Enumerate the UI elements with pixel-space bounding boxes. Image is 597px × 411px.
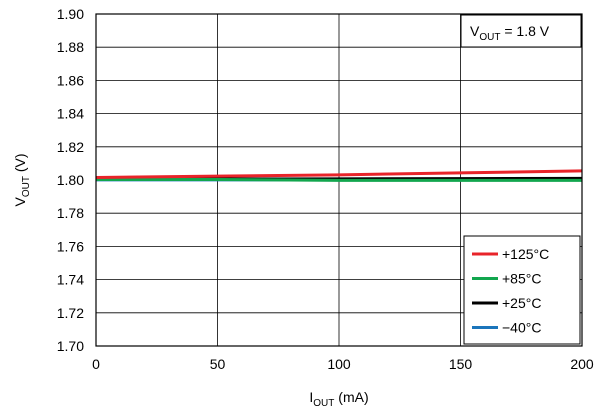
y-tick-label: 1.80: [57, 172, 84, 188]
y-axis-label-sub: OUT: [21, 176, 32, 197]
x-axis-label-rest: (mA): [334, 389, 368, 405]
plot-frame: [95, 13, 583, 347]
y-tick-label: 1.74: [57, 272, 84, 288]
annotation-box: VOUT = 1.8 V: [460, 14, 582, 48]
tick-labels: 0 50 100 150 200 1.70 1.72 1.74 1.76 1.78 1.80 1.82…: [57, 6, 594, 372]
y-tick-label: 1.70: [57, 338, 84, 354]
y-axis-label-rest: (V): [12, 153, 28, 176]
legend-label: −40°C: [502, 320, 541, 336]
y-tick-label: 1.84: [57, 106, 84, 122]
y-tick-label: 1.72: [57, 305, 84, 321]
annotation-rest: = 1.8 V: [500, 23, 549, 39]
x-tick-label: 0: [92, 356, 100, 372]
legend: +125°C +85°C +25°C −40°C: [463, 235, 581, 345]
x-tick-label: 50: [210, 356, 226, 372]
x-axis-label: IOUT (mA): [309, 389, 368, 409]
series-line: [96, 178, 582, 182]
annotation-sub: OUT: [479, 32, 500, 43]
legend-label: +25°C: [502, 295, 541, 311]
x-tick-label: 150: [449, 356, 473, 372]
legend-label: +85°C: [502, 271, 541, 287]
legend-label: +125°C: [502, 246, 549, 262]
series-layer: [95, 169, 583, 182]
y-tick-label: 1.86: [57, 72, 84, 88]
x-tick-label: 100: [327, 356, 351, 372]
annotation-frame: [460, 14, 582, 48]
annotation-text: VOUT = 1.8 V: [470, 23, 550, 43]
y-tick-label: 1.90: [57, 6, 84, 22]
y-axis-label: VOUT (V): [12, 153, 32, 206]
y-axis-label-main: V: [12, 197, 28, 207]
y-tick-label: 1.78: [57, 205, 84, 221]
x-axis-label-main: I: [309, 389, 313, 405]
series-line: [95, 169, 583, 180]
y-tick-label: 1.82: [57, 139, 84, 155]
x-axis-label-sub: OUT: [313, 398, 334, 409]
y-tick-label: 1.76: [57, 238, 84, 254]
x-tick-label: 200: [570, 356, 594, 372]
y-tick-label: 1.88: [57, 39, 84, 55]
annotation-main: V: [470, 23, 480, 39]
